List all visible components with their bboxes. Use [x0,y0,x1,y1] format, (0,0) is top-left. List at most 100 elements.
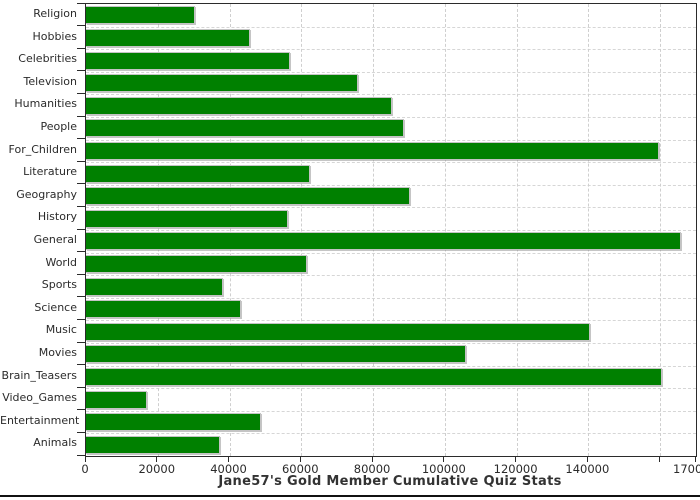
category-tick-mark [77,160,85,162]
value-tick-label: 80000 [353,462,391,476]
horizontal-gridline [86,94,696,96]
category-label-brain_teasers: Brain_Teasers [1,368,77,382]
horizontal-gridline [86,49,696,51]
category-label-literature: Literature [23,165,77,179]
horizontal-gridline [86,410,696,412]
category-label-geography: Geography [16,187,77,201]
category-label-science: Science [34,300,77,314]
value-tick-mark [156,456,158,462]
vertical-gridline [660,4,662,456]
category-label-religion: Religion [33,7,77,20]
category-label-entertainment: Entertainment [0,413,80,427]
value-tick-label: 0 [81,462,89,476]
bar-people [86,119,405,138]
value-tick-label: 60000 [281,462,319,476]
horizontal-gridline [86,388,696,390]
horizontal-gridline [86,184,696,186]
bar-history [86,209,289,228]
category-tick-mark [77,70,85,72]
bar-brain_teasers [86,367,662,386]
bar-movies [86,345,466,364]
bar-celebrities [86,51,291,70]
bar-hobbies [86,28,251,47]
category-tick-mark [77,2,85,4]
horizontal-gridline [86,207,696,209]
horizontal-gridline [86,320,696,322]
bar-literature [86,164,311,183]
bar-geography [86,187,411,206]
bar-video_games [86,390,148,409]
bar-television [86,74,358,93]
value-tick-label: 40000 [210,462,247,476]
category-tick-mark [77,92,85,94]
category-label-movies: Movies [38,346,77,359]
vertical-gridline [516,4,518,456]
horizontal-gridline [86,230,696,231]
category-label-music: Music [45,323,77,337]
category-tick-mark [77,341,85,343]
vertical-gridline [157,4,159,456]
horizontal-gridline [86,343,696,344]
value-tick-label: 170000 [673,462,700,476]
bar-entertainment [86,413,262,432]
category-tick-mark [77,183,85,185]
bar-science [86,300,241,319]
value-tick-label: 100000 [421,462,466,476]
value-tick-mark [515,456,517,462]
category-label-history: History [37,210,77,224]
horizontal-gridline [86,252,696,254]
category-tick-mark [77,138,85,140]
vertical-gridline [444,4,446,456]
vertical-gridline [373,4,375,456]
category-tick-mark [77,386,85,388]
category-label-world: World [45,255,77,269]
category-label-hobbies: Hobbies [32,29,77,43]
category-label-celebrities: Celebrities [18,52,77,66]
category-tick-mark [77,251,85,253]
horizontal-gridline [86,275,696,277]
bar-music [86,322,590,341]
horizontal-gridline [86,26,696,28]
category-label-humanities: Humanities [14,97,77,111]
category-tick-mark [77,318,85,320]
category-tick-mark [77,431,85,433]
category-tick-mark [77,364,85,366]
horizontal-gridline [86,162,696,164]
category-label-sports: Sports [41,278,77,292]
value-tick-mark [586,456,588,462]
value-tick-label: 20000 [138,462,176,476]
bar-religion [86,6,196,25]
category-tick-mark [77,273,85,275]
value-tick-mark [443,456,445,462]
vertical-gridline [301,4,303,456]
category-tick-mark [77,115,85,117]
bar-for_children [86,141,660,160]
category-tick-mark [77,25,85,27]
bar-world [86,254,307,273]
bottom-divider [0,495,700,497]
value-tick-mark [228,456,230,462]
bar-general [86,232,681,251]
category-label-for_children: For_Children [8,142,77,156]
bar-animals [86,435,221,454]
value-tick-label: 140000 [565,462,610,476]
horizontal-gridline [86,297,696,299]
horizontal-gridline [86,433,696,435]
value-tick-mark [84,456,86,462]
vertical-gridline [588,4,590,456]
bar-humanities [86,96,392,115]
bar-sports [86,277,223,296]
vertical-gridline [229,4,231,456]
horizontal-gridline [86,71,696,73]
horizontal-gridline [86,365,696,367]
category-tick-mark [77,296,85,298]
category-label-people: People [40,120,77,133]
category-tick-mark [77,409,85,411]
chart-title: Jane57's Gold Member Cumulative Quiz Sta… [218,474,562,489]
value-tick-mark [694,456,696,462]
value-tick-mark [371,456,373,462]
category-label-general: General [33,233,77,246]
category-tick-mark [77,47,85,49]
value-tick-mark [658,456,660,462]
